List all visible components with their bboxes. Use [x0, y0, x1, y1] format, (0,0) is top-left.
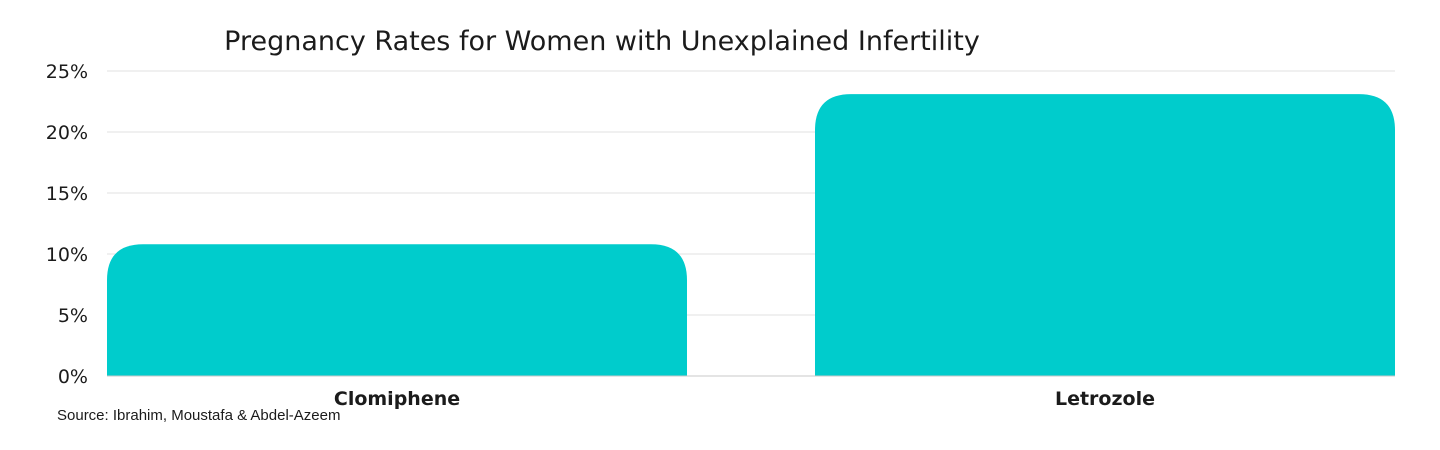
- bar-letrozole: [815, 94, 1395, 377]
- x-axis-ticks: Clomiphene Letrozole: [334, 388, 1155, 410]
- bar-clomiphene: [107, 244, 687, 376]
- y-tick-label: 10%: [46, 244, 88, 266]
- y-tick-label: 25%: [46, 61, 88, 83]
- source-note: Source: Ibrahim, Moustafa & Abdel-Azeem: [57, 407, 341, 424]
- bars: [107, 94, 1395, 377]
- y-tick-label: 20%: [46, 122, 88, 144]
- chart-title: Pregnancy Rates for Women with Unexplain…: [224, 26, 980, 57]
- y-axis-ticks: 0% 5% 10% 15% 20% 25%: [46, 61, 88, 388]
- x-tick-label: Clomiphene: [334, 388, 460, 410]
- y-tick-label: 0%: [58, 366, 88, 388]
- x-tick-label: Letrozole: [1055, 388, 1155, 410]
- y-tick-label: 5%: [58, 305, 88, 327]
- y-tick-label: 15%: [46, 183, 88, 205]
